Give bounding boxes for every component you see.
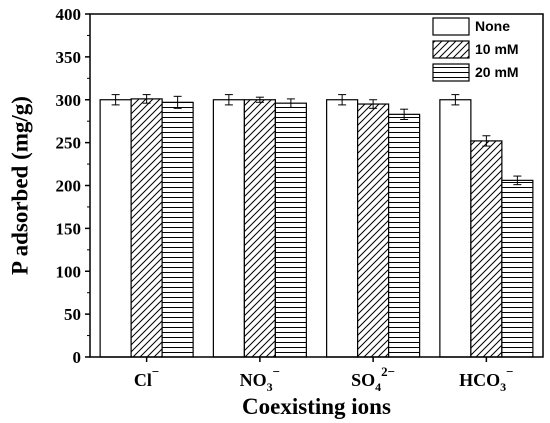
legend-swatch	[432, 17, 470, 36]
legend-swatch	[432, 63, 470, 82]
bar	[326, 99, 359, 358]
legend-label: 10 mM	[475, 41, 519, 57]
x-axis-categories: Cl− NO3− SO42− HCO3−	[134, 357, 514, 394]
x-category-label: SO42−	[351, 364, 395, 394]
bar	[130, 98, 163, 358]
x-category-label: HCO3−	[459, 364, 513, 394]
bar	[161, 101, 194, 358]
y-tick-label: 400	[56, 5, 82, 24]
y-tick-label: 0	[73, 348, 82, 367]
bar	[212, 99, 245, 358]
x-category-label: NO3−	[240, 364, 280, 394]
y-axis-ticks: 0 50 100 150 200 250 300 350 400	[56, 5, 90, 367]
y-axis-title: P adsorbed (mg/g)	[7, 96, 32, 275]
y-tick-label: 200	[56, 177, 82, 196]
y-tick-label: 150	[56, 219, 82, 238]
plot-frame	[89, 13, 544, 358]
bar	[501, 179, 534, 358]
bar	[99, 99, 132, 358]
y-tick-label: 50	[64, 305, 81, 324]
legend-label: 20 mM	[475, 64, 519, 80]
bar	[388, 113, 421, 358]
y-tick-label: 250	[56, 134, 82, 153]
x-category-label: Cl−	[134, 364, 159, 390]
bar	[470, 140, 503, 358]
y-tick-label: 350	[56, 48, 82, 67]
bars	[99, 94, 534, 358]
legend: None 10 mM 20 mM	[432, 17, 519, 82]
bar	[243, 99, 276, 358]
bar	[274, 102, 307, 358]
bar	[357, 103, 390, 358]
y-tick-label: 300	[56, 91, 82, 110]
y-tick-label: 100	[56, 262, 82, 281]
bar	[439, 99, 472, 358]
legend-swatch	[432, 40, 470, 59]
legend-label: None	[475, 18, 510, 34]
x-axis-title: Coexisting ions	[242, 394, 391, 419]
